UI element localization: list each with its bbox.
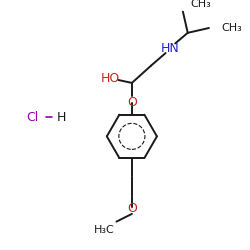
Text: CH₃: CH₃: [222, 23, 242, 33]
Text: H: H: [57, 110, 66, 124]
Text: CH₃: CH₃: [191, 0, 212, 9]
Text: H₃C: H₃C: [94, 225, 114, 235]
Text: HN: HN: [161, 42, 180, 55]
Text: O: O: [127, 202, 137, 215]
Text: O: O: [127, 96, 137, 109]
Text: Cl: Cl: [26, 110, 39, 124]
Text: HO: HO: [101, 72, 120, 85]
